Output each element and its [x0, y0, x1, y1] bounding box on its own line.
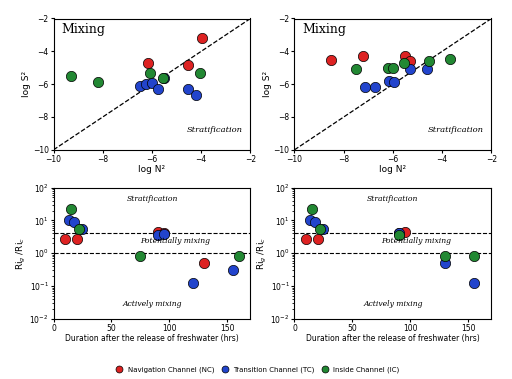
Point: [352, 66, 360, 72]
Point: [319, 226, 328, 232]
Point: [67, 73, 75, 79]
Point: [148, 80, 156, 86]
Point: [370, 85, 378, 91]
Point: [159, 231, 167, 237]
Point: [67, 206, 75, 212]
Point: [61, 235, 69, 241]
Point: [142, 81, 150, 87]
Point: [395, 232, 403, 238]
Point: [308, 206, 316, 212]
Point: [198, 35, 206, 41]
Point: [316, 226, 324, 232]
Point: [327, 57, 335, 63]
Point: [395, 230, 403, 236]
Point: [470, 254, 478, 260]
Point: [136, 83, 144, 89]
Text: Actively mixing: Actively mixing: [363, 300, 423, 308]
Point: [384, 65, 392, 71]
Point: [406, 58, 414, 64]
X-axis label: Duration after the release of freshwater (hrs): Duration after the release of freshwater…: [65, 334, 239, 343]
X-axis label: log N²: log N²: [138, 165, 165, 174]
Point: [311, 219, 319, 225]
Point: [154, 86, 162, 92]
Point: [441, 260, 449, 266]
Text: Mixing: Mixing: [61, 23, 105, 36]
Point: [154, 229, 162, 235]
X-axis label: Duration after the release of freshwater (hrs): Duration after the release of freshwater…: [306, 334, 480, 343]
Point: [196, 70, 204, 77]
Text: Actively mixing: Actively mixing: [122, 300, 182, 308]
Point: [389, 65, 397, 71]
Text: Potentially mixing: Potentially mixing: [140, 237, 210, 245]
Point: [192, 92, 200, 98]
Text: Mixing: Mixing: [302, 23, 346, 36]
Point: [78, 226, 87, 232]
Point: [160, 75, 168, 81]
Point: [424, 58, 433, 64]
Text: Stratification: Stratification: [126, 195, 178, 203]
Point: [385, 78, 393, 84]
Y-axis label: Ri$_g$ /Ri$_c$: Ri$_g$ /Ri$_c$: [256, 237, 269, 270]
Text: Stratification: Stratification: [428, 126, 484, 134]
Y-axis label: Ri$_g$ /Ri$_c$: Ri$_g$ /Ri$_c$: [15, 237, 28, 270]
Point: [200, 260, 208, 266]
Point: [145, 70, 154, 76]
Point: [406, 66, 414, 72]
Text: Stratification: Stratification: [367, 195, 419, 203]
Point: [423, 66, 432, 72]
Point: [159, 230, 167, 236]
Point: [75, 226, 83, 232]
Point: [188, 280, 197, 287]
Point: [70, 219, 78, 225]
Point: [94, 79, 102, 85]
X-axis label: log N²: log N²: [379, 165, 407, 174]
Point: [313, 235, 322, 241]
Point: [73, 235, 81, 241]
Point: [390, 79, 398, 85]
Point: [235, 254, 243, 260]
Point: [400, 60, 408, 66]
Point: [154, 232, 162, 238]
Legend: Navigation Channel (NC), Transition Channel (TC), Inside Channel (IC): Navigation Channel (NC), Transition Chan…: [110, 363, 402, 376]
Point: [184, 86, 192, 92]
Point: [306, 218, 314, 224]
Point: [136, 254, 144, 260]
Point: [395, 230, 403, 236]
Point: [470, 280, 478, 287]
Point: [159, 75, 167, 81]
Point: [65, 218, 73, 224]
Text: Stratification: Stratification: [187, 126, 243, 134]
Point: [184, 62, 192, 68]
Point: [401, 53, 410, 59]
Point: [400, 229, 409, 235]
Point: [144, 60, 153, 66]
Point: [441, 254, 449, 260]
Text: Potentially mixing: Potentially mixing: [381, 237, 451, 245]
Y-axis label: log S²: log S²: [263, 71, 272, 97]
Point: [360, 85, 369, 91]
Y-axis label: log S²: log S²: [22, 71, 31, 97]
Point: [359, 53, 368, 59]
Point: [229, 267, 237, 273]
Point: [445, 56, 454, 62]
Point: [302, 235, 310, 241]
